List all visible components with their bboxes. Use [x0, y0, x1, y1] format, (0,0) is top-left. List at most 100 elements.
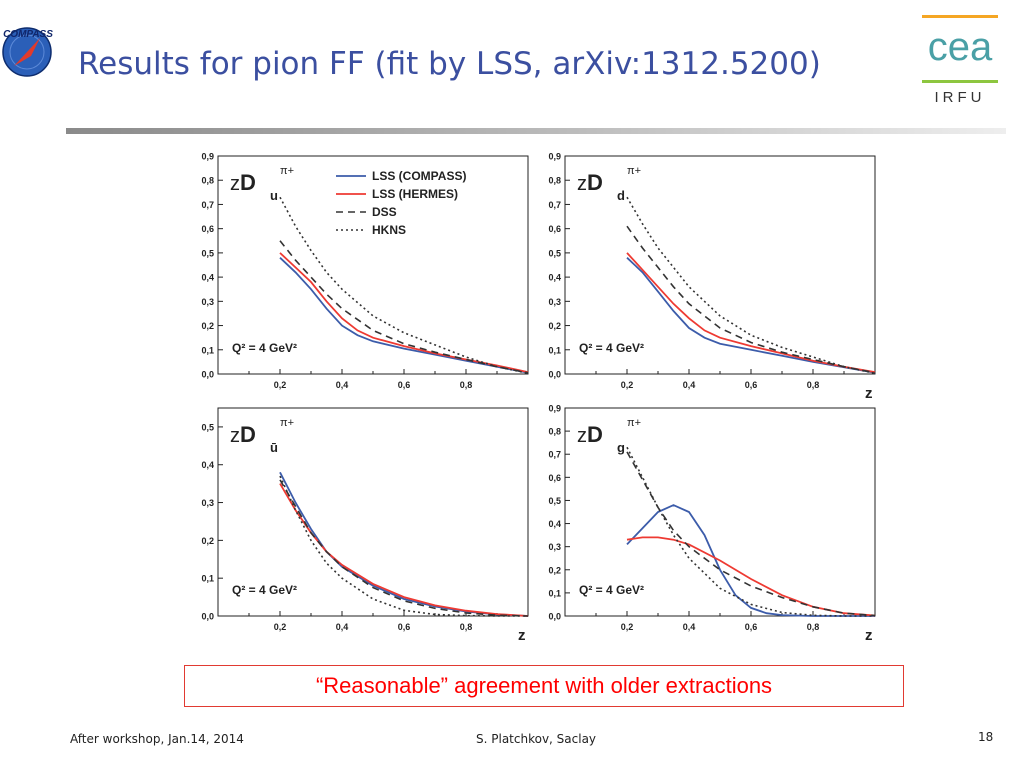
series-line-lss-hermes — [626, 252, 876, 373]
y-tick-label: 0,3 — [201, 498, 214, 508]
x-tick-label: 0,8 — [807, 380, 820, 390]
series-line-dss — [626, 451, 876, 617]
y-tick-label: 0,7 — [201, 200, 214, 210]
irfu-text: IRFU — [935, 89, 986, 106]
x-tick-label: 0,4 — [336, 380, 349, 390]
title-divider — [66, 128, 1006, 134]
y-tick-label: 0,1 — [548, 345, 561, 355]
compass-logo-text: COMPASS — [3, 29, 53, 40]
legend-label: DSS — [372, 205, 397, 219]
y-tick-label: 0,1 — [201, 574, 214, 584]
x-tick-label: 0,4 — [336, 622, 349, 632]
panel-function-subscript: g — [617, 440, 625, 455]
x-tick-label: 0,2 — [621, 622, 634, 632]
x-tick-label: 0,6 — [398, 622, 411, 632]
y-tick-label: 0,1 — [548, 588, 561, 598]
y-tick-label: 0,5 — [201, 422, 214, 432]
y-tick-label: 0,2 — [548, 321, 561, 331]
note-text: “Reasonable” agreement with older extrac… — [315, 673, 773, 698]
series-line-hkns — [626, 446, 875, 617]
q2-label: Q² = 4 GeV² — [232, 341, 297, 355]
panel-function-label: zD — [230, 422, 256, 447]
y-tick-label: 0,7 — [548, 200, 561, 210]
panel-3: 0,0 0,1 0,2 0,3 0,4 0,5 0,2 0,4 0,6 0,8 z zD ūπ+ Q² =… — [201, 407, 529, 644]
y-tick-label: 0,1 — [201, 345, 214, 355]
cea-logo-text: cea — [928, 25, 993, 69]
y-tick-label: 0,3 — [201, 297, 214, 307]
y-tick-label: 0,7 — [548, 450, 561, 460]
legend-label: LSS (COMPASS) — [372, 169, 466, 183]
series-line-lss-compass — [279, 257, 529, 374]
panel-function-subscript: ū — [270, 440, 278, 455]
panel-function-superscript: π+ — [280, 165, 294, 177]
x-tick-label: 0,8 — [460, 380, 473, 390]
irfu-green-bar — [922, 80, 998, 83]
panel-function-superscript: π+ — [627, 165, 641, 177]
q2-label: Q² = 4 GeV² — [579, 341, 644, 355]
panel-function-superscript: π+ — [280, 417, 294, 429]
series-line-dss — [279, 240, 529, 374]
y-tick-label: 0,2 — [201, 321, 214, 331]
y-tick-label: 0,9 — [548, 404, 561, 414]
y-tick-label: 0,6 — [201, 224, 214, 234]
x-axis-label: z — [865, 627, 873, 644]
y-tick-label: 0,6 — [548, 224, 561, 234]
x-tick-label: 0,2 — [274, 622, 287, 632]
y-tick-label: 0,9 — [548, 152, 561, 162]
x-tick-label: 0,8 — [460, 622, 473, 632]
footer-center: S. Platchkov, Saclay — [476, 732, 597, 746]
x-axis-label: z — [518, 627, 526, 644]
y-tick-label: 0,5 — [548, 248, 561, 258]
legend-label: HKNS — [372, 223, 406, 237]
series-line-lss-compass — [279, 471, 529, 617]
q2-label: Q² = 4 GeV² — [579, 583, 644, 597]
x-tick-label: 0,6 — [745, 380, 758, 390]
y-tick-label: 0,0 — [201, 370, 214, 380]
slide-title: Results for pion FF (fit by LSS, arXiv:1… — [78, 46, 821, 82]
footer-left: After workshop, Jan.14, 2014 — [70, 732, 244, 746]
series-line-dss — [279, 479, 529, 617]
legend-label: LSS (HERMES) — [372, 187, 458, 201]
page-number: 18 — [978, 730, 994, 744]
x-tick-label: 0,2 — [621, 380, 634, 390]
series-line-lss-hermes — [279, 483, 529, 617]
series-line-lss-hermes — [279, 252, 529, 373]
x-tick-label: 0,2 — [274, 380, 287, 390]
panel-4: 0,0 0,1 0,2 0,3 0,4 0,5 0,6 0,7 0,8 0,9 0,2 0,4 0,6 0… — [548, 404, 876, 644]
y-tick-label: 0,6 — [548, 473, 561, 483]
series-line-lss-compass — [626, 504, 875, 617]
irfu-orange-bar — [922, 15, 998, 18]
y-tick-label: 0,4 — [201, 273, 214, 283]
y-tick-label: 0,8 — [548, 427, 561, 437]
x-tick-label: 0,8 — [807, 622, 820, 632]
y-tick-label: 0,9 — [201, 152, 214, 162]
x-tick-label: 0,4 — [683, 622, 696, 632]
q2-label: Q² = 4 GeV² — [232, 583, 297, 597]
y-tick-label: 0,4 — [548, 519, 561, 529]
panel-function-label: zD — [577, 170, 603, 195]
y-tick-label: 0,3 — [548, 297, 561, 307]
series-line-lss-hermes — [626, 536, 876, 617]
y-tick-label: 0,8 — [201, 176, 214, 186]
x-tick-label: 0,6 — [398, 380, 411, 390]
series-line-hkns — [279, 475, 528, 617]
series-line-hkns — [626, 196, 876, 375]
panel-function-superscript: π+ — [627, 417, 641, 429]
panel-function-subscript: u — [270, 188, 278, 203]
y-tick-label: 0,2 — [548, 565, 561, 575]
y-tick-label: 0,0 — [201, 612, 214, 622]
y-tick-label: 0,5 — [201, 248, 214, 258]
note-box: “Reasonable” agreement with older extrac… — [184, 665, 904, 707]
y-tick-label: 0,8 — [548, 176, 561, 186]
y-tick-label: 0,3 — [548, 542, 561, 552]
series-line-lss-compass — [626, 257, 876, 374]
cea-irfu-logo: cea IRFU — [918, 12, 1002, 108]
y-tick-label: 0,0 — [548, 370, 561, 380]
fragmentation-function-figure: 0,0 0,1 0,2 0,3 0,4 0,5 0,6 0,7 0,8 0,9 0,2 0,4 0,6 0… — [201, 152, 876, 644]
panel-1: 0,0 0,1 0,2 0,3 0,4 0,5 0,6 0,7 0,8 0,9 0,2 0,4 0,6 0… — [201, 152, 529, 390]
x-tick-label: 0,4 — [683, 380, 696, 390]
y-tick-label: 0,4 — [548, 273, 561, 283]
y-tick-label: 0,4 — [201, 460, 214, 470]
x-tick-label: 0,6 — [745, 622, 758, 632]
panel-2: 0,0 0,1 0,2 0,3 0,4 0,5 0,6 0,7 0,8 0,9 0,2 0,4 0,6 0… — [548, 152, 876, 402]
